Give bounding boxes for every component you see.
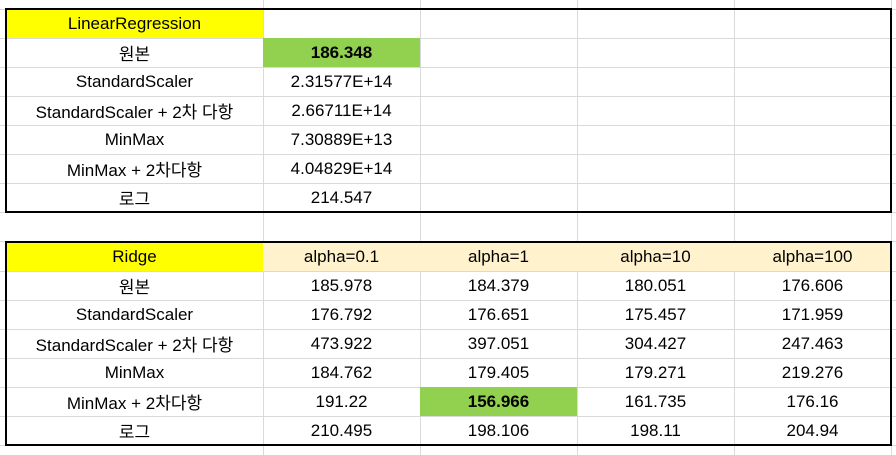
row-gridline <box>0 445 896 446</box>
ridge-value-cell[interactable]: 198.11 <box>630 420 681 440</box>
row-gridline <box>0 96 896 97</box>
row-gridline <box>0 183 896 184</box>
row-gridline <box>0 329 896 330</box>
row-gridline <box>0 358 896 359</box>
row-gridline <box>0 125 896 126</box>
row-gridline <box>0 416 896 417</box>
ridge-value-cell[interactable]: 185.978 <box>310 275 373 295</box>
ridge-row-label[interactable]: MinMax + 2차다항 <box>66 394 203 413</box>
linear-value-cell[interactable]: 2.31577E+14 <box>290 71 393 91</box>
ridge-value-cell[interactable]: 191.22 <box>315 391 368 411</box>
linear-row-label[interactable]: StandardScaler + 2차 다항 <box>35 103 234 122</box>
ridge-value-cell[interactable]: 247.463 <box>781 333 844 353</box>
linear-row-label[interactable]: MinMax + 2차다항 <box>66 161 203 180</box>
ridge-column-header[interactable]: alpha=0.1 <box>263 242 420 271</box>
ridge-value-cell[interactable]: 175.457 <box>624 304 687 324</box>
ridge-value-cell[interactable]: 219.276 <box>781 362 844 382</box>
ridge-value-cell[interactable]: 180.051 <box>624 275 687 295</box>
row-gridline <box>0 300 896 301</box>
ridge-row-label[interactable]: StandardScaler + 2차 다항 <box>35 336 234 355</box>
linear-table-header[interactable]: LinearRegression <box>6 9 263 38</box>
column-gridline <box>891 0 892 455</box>
row-gridline <box>0 271 896 272</box>
column-gridline <box>263 0 264 455</box>
ridge-value-cell[interactable]: 473.922 <box>310 333 373 353</box>
ridge-column-header[interactable]: alpha=1 <box>420 242 577 271</box>
ridge-value-cell[interactable]: 179.271 <box>624 362 687 382</box>
ridge-value-cell[interactable]: 184.379 <box>467 275 530 295</box>
ridge-column-header[interactable]: alpha=10 <box>577 242 734 271</box>
ridge-column-header[interactable]: alpha=100 <box>734 242 891 271</box>
ridge-value-cell[interactable]: 176.792 <box>310 304 373 324</box>
column-gridline <box>420 0 421 455</box>
row-gridline <box>0 212 896 213</box>
linear-row-label[interactable]: StandardScaler <box>75 71 194 91</box>
ridge-row-label[interactable]: 원본 <box>118 278 151 297</box>
row-gridline <box>0 154 896 155</box>
row-gridline <box>0 67 896 68</box>
linear-value-cell[interactable]: 4.04829E+14 <box>290 158 393 178</box>
ridge-value-cell[interactable]: 204.94 <box>786 420 839 440</box>
linear-value-cell[interactable]: 214.547 <box>310 187 373 207</box>
ridge-row-label[interactable]: 로그 <box>118 423 151 442</box>
ridge-value-cell[interactable]: 198.106 <box>467 420 530 440</box>
ridge-table-header[interactable]: Ridge <box>6 242 263 271</box>
ridge-best-value-cell[interactable]: 156.966 <box>420 387 577 416</box>
linear-best-value-cell[interactable]: 186.348 <box>263 38 420 67</box>
ridge-value-cell[interactable]: 176.606 <box>781 275 844 295</box>
ridge-row-label[interactable]: MinMax <box>104 362 165 382</box>
column-gridline <box>577 0 578 455</box>
linear-row-label[interactable]: 로그 <box>118 190 151 209</box>
linear-row-label[interactable]: 원본 <box>118 45 151 64</box>
ridge-value-cell[interactable]: 176.651 <box>467 304 530 324</box>
ridge-value-cell[interactable]: 161.735 <box>624 391 687 411</box>
ridge-row-label[interactable]: StandardScaler <box>75 304 194 324</box>
linear-value-cell[interactable]: 2.66711E+14 <box>291 100 392 120</box>
ridge-value-cell[interactable]: 171.959 <box>781 304 844 324</box>
ridge-value-cell[interactable]: 304.427 <box>624 333 687 353</box>
linear-value-cell[interactable]: 7.30889E+13 <box>290 129 393 149</box>
ridge-value-cell[interactable]: 179.405 <box>467 362 530 382</box>
ridge-value-cell[interactable]: 176.16 <box>786 391 839 411</box>
linear-row-label[interactable]: MinMax <box>104 129 165 149</box>
ridge-value-cell[interactable]: 210.495 <box>310 420 373 440</box>
ridge-value-cell[interactable]: 184.762 <box>310 362 373 382</box>
column-gridline <box>734 0 735 455</box>
ridge-value-cell[interactable]: 397.051 <box>467 333 530 353</box>
row-gridline <box>0 38 896 39</box>
